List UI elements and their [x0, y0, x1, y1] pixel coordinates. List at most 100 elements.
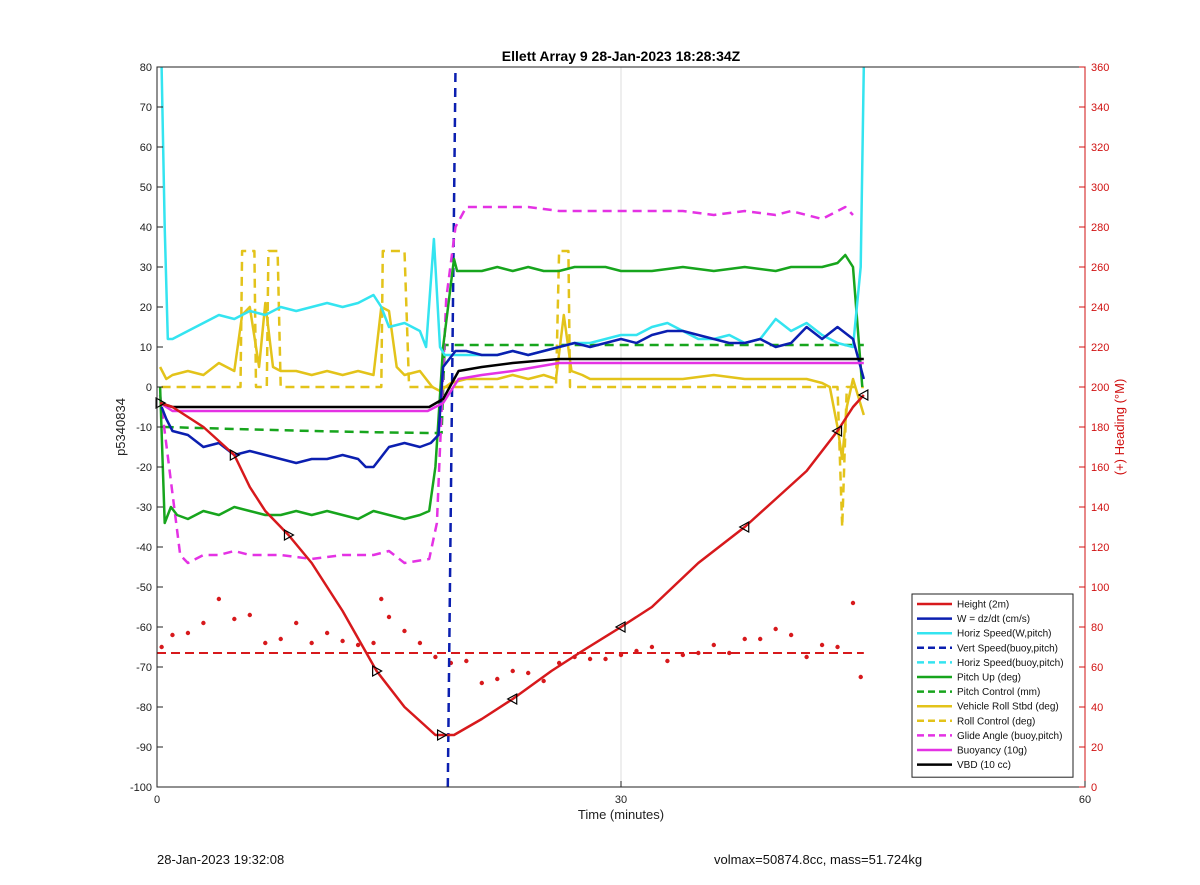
y2-tick-label: 220 — [1091, 342, 1109, 354]
x-tick-label: 30 — [615, 794, 627, 806]
y2-tick-label: 160 — [1091, 462, 1109, 474]
legend-label: Pitch Control (mm) — [957, 687, 1040, 698]
y2-tick-label: 120 — [1091, 542, 1109, 554]
series-line-roll-control-deg — [161, 249, 864, 529]
heading-point — [159, 644, 164, 650]
y-tick-label: 50 — [140, 182, 152, 194]
heading-point — [495, 676, 500, 682]
heading-point — [371, 640, 376, 646]
y-tick-label: 0 — [146, 382, 152, 394]
x-tick-label: 0 — [154, 794, 160, 806]
heading-point — [541, 678, 546, 684]
heading-point — [587, 656, 593, 662]
legend-box — [911, 593, 1074, 778]
y2-tick-label: 200 — [1091, 382, 1109, 394]
heading-point — [232, 616, 237, 622]
height-marker — [229, 448, 241, 462]
series-line-vehicle-roll-stbd-deg — [158, 301, 865, 461]
y2-tick-label: 320 — [1091, 142, 1109, 154]
y-tick-label: 30 — [140, 262, 152, 274]
legend-label: Height (2m) — [957, 600, 1009, 611]
legend-label: W = dz/dt (cm/s) — [957, 614, 1030, 625]
heading-point — [294, 620, 299, 626]
series-line-glide-angle-buoy-pitch — [158, 205, 854, 565]
heading-point — [858, 674, 863, 680]
heading-point — [696, 650, 701, 656]
legend-label: Pitch Up (deg) — [957, 673, 1021, 684]
heading-point — [835, 644, 840, 650]
heading-point — [379, 596, 384, 602]
x-tick-label: 60 — [1079, 794, 1091, 806]
y2-tick-label: 280 — [1091, 222, 1109, 234]
footer-timestamp: 28-Jan-2023 19:32:08 — [157, 852, 285, 867]
y2-tick-label: 240 — [1091, 302, 1109, 314]
series-line-buoyancy-10g — [159, 361, 864, 413]
y2-tick-label: 360 — [1091, 62, 1109, 74]
y-tick-label: 70 — [140, 102, 152, 114]
y2-axis-label: (+) Heading (°M) — [1112, 379, 1127, 476]
heading-point — [742, 636, 747, 642]
height-marker — [372, 664, 383, 678]
y-tick-label: -10 — [136, 422, 152, 434]
heading-point — [278, 636, 283, 642]
y2-tick-label: 40 — [1091, 702, 1103, 714]
heading-point — [788, 632, 794, 638]
heading-point — [479, 680, 484, 686]
y-tick-label: 80 — [140, 62, 152, 74]
heading-point — [680, 652, 686, 658]
heading-point — [634, 648, 639, 654]
heading-point — [464, 658, 469, 664]
y-tick-label: -60 — [136, 622, 152, 634]
y2-tick-label: 180 — [1091, 422, 1109, 434]
y2-tick-label: 300 — [1091, 182, 1109, 194]
height-marker — [857, 388, 869, 402]
y-tick-label: -20 — [136, 462, 152, 474]
y2-tick-label: 60 — [1091, 662, 1103, 674]
height-marker — [436, 728, 448, 742]
y-axis-label: p5340834 — [113, 398, 128, 456]
heading-point — [618, 652, 624, 658]
plot-area — [155, 66, 869, 788]
legend: Height (2m) W = dz/dt (cm/s) Horiz Speed(W… — [911, 593, 1074, 778]
axes: 0 30 60-100-90-80-70-60-50-40-30-20-100102… — [130, 62, 1109, 806]
legend-label: Glide Angle (buoy,pitch) — [957, 731, 1062, 742]
heading-point — [247, 612, 252, 618]
legend-label: Roll Control (deg) — [957, 716, 1035, 727]
heading-point — [201, 620, 206, 626]
heading-point — [711, 642, 716, 648]
y2-tick-label: 100 — [1091, 582, 1109, 594]
heading-point — [402, 628, 407, 634]
heading-point — [727, 650, 732, 656]
legend-label: Horiz Speed(buoy,pitch) — [957, 658, 1064, 669]
footer-vehicle-info: volmax=50874.8cc, mass=51.724kg — [714, 852, 923, 867]
y-tick-label: 40 — [140, 222, 152, 234]
heading-point — [804, 654, 809, 660]
heading-point — [773, 626, 778, 632]
legend-label: Vehicle Roll Stbd (deg) — [957, 702, 1059, 713]
heading-point — [433, 654, 438, 660]
heading-point — [355, 642, 361, 648]
y-tick-label: 10 — [140, 342, 152, 354]
height-marker — [283, 528, 295, 542]
heading-point — [649, 644, 655, 650]
heading-point — [850, 600, 856, 606]
heading-point — [185, 630, 191, 636]
y-tick-label: -100 — [130, 782, 152, 794]
height-marker — [506, 692, 518, 706]
series-line-w-dz-dt-cm-s — [160, 325, 866, 469]
heading-point — [309, 640, 314, 646]
y2-tick-label: 260 — [1091, 262, 1109, 274]
y-tick-label: -30 — [136, 502, 152, 514]
heading-point — [340, 638, 345, 644]
heading-point — [758, 636, 763, 642]
legend-label: Horiz Speed(W,pitch) — [957, 629, 1051, 640]
y2-tick-label: 140 — [1091, 502, 1109, 514]
height-marker — [155, 396, 167, 410]
series-line-vert-speed-buoy-pitch — [446, 66, 457, 788]
heading-point — [417, 640, 423, 646]
heading-point — [526, 670, 531, 676]
y-tick-label: 20 — [140, 302, 152, 314]
height-marker — [614, 620, 626, 634]
heading-point — [263, 640, 268, 646]
